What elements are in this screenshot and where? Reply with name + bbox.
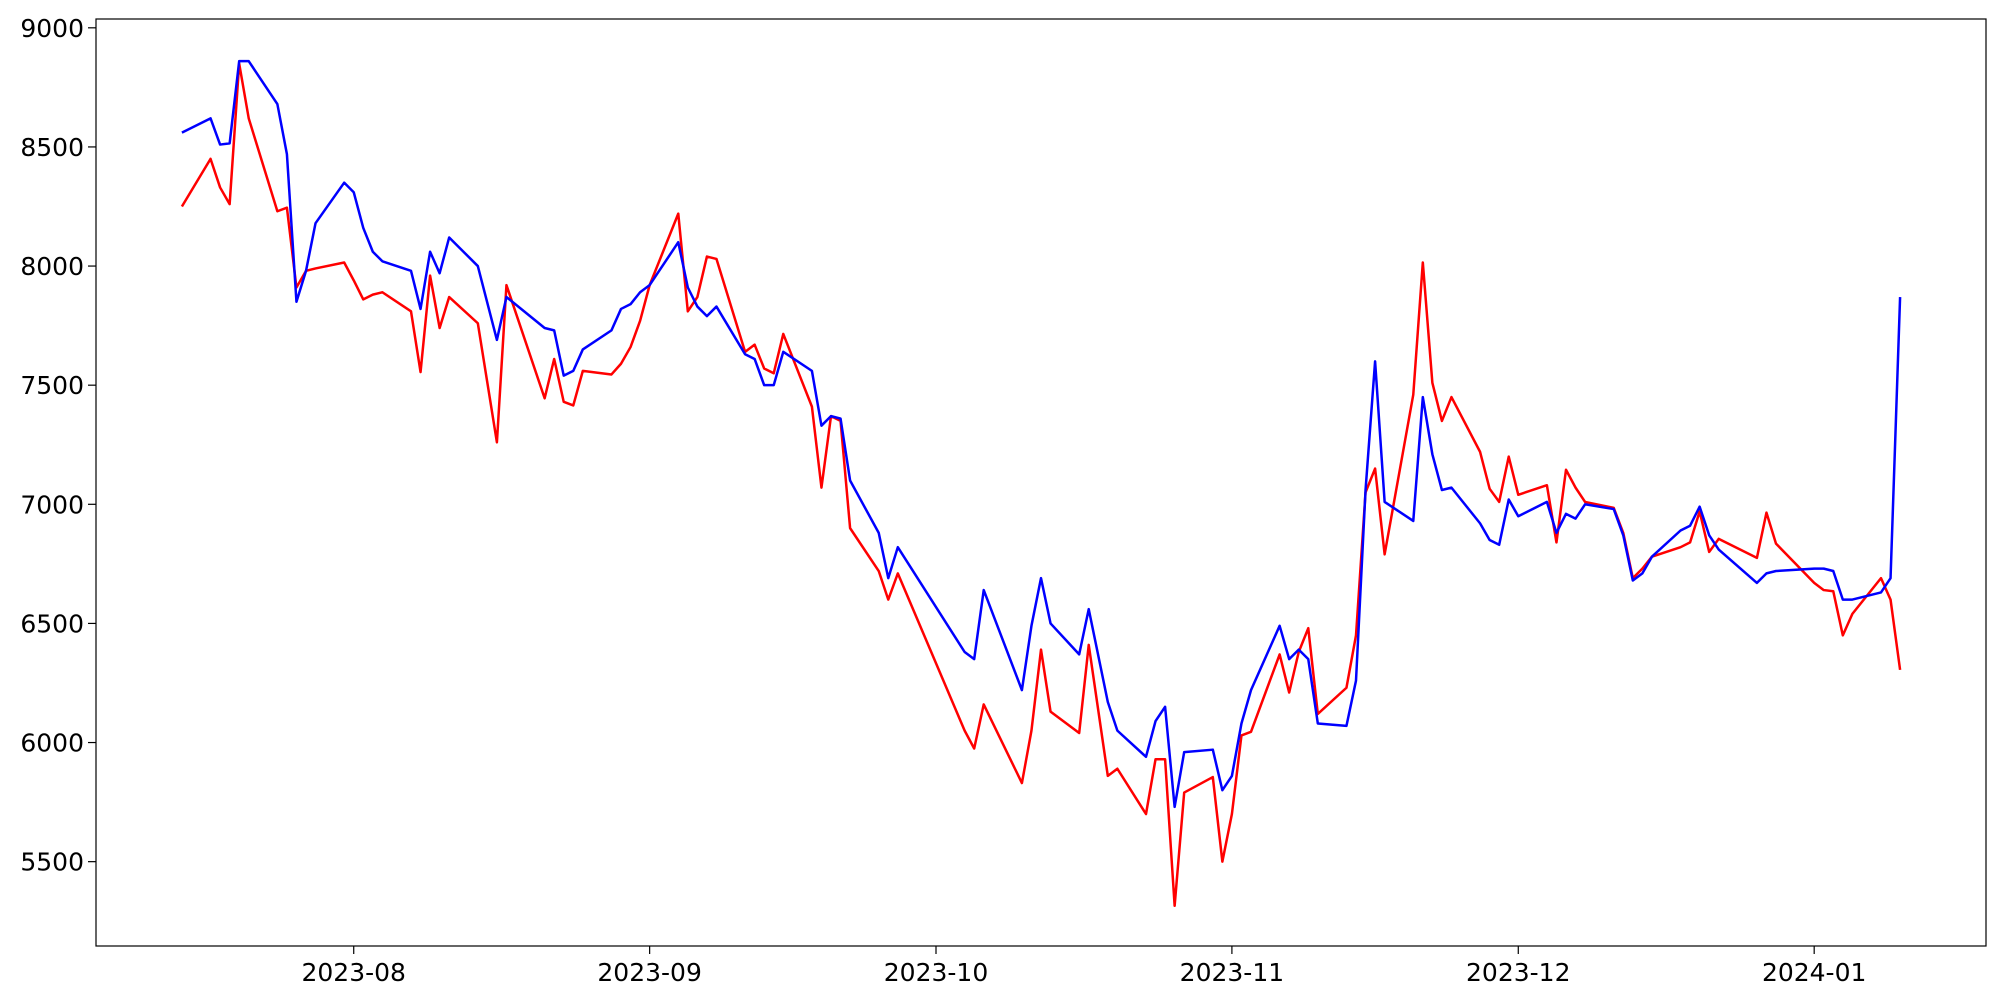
- line-series: [180, 62, 1902, 907]
- x-tick-label: 2023-09: [597, 958, 701, 987]
- plot-frame: [95, 18, 1987, 947]
- x-tick-label: 2023-08: [301, 958, 405, 987]
- x-tick-label: 2023-12: [1466, 958, 1570, 987]
- x-tick-label: 2023-10: [884, 958, 988, 987]
- x-tick-label: 2023-11: [1180, 958, 1284, 987]
- y-tick-label: 6500: [20, 609, 84, 638]
- y-tick-label: 7000: [20, 490, 84, 519]
- y-tick-label: 7500: [20, 371, 84, 400]
- y-tick-label: 8500: [20, 133, 84, 162]
- y-tick-label: 9000: [20, 14, 84, 43]
- y-tick-label: 8000: [20, 252, 84, 281]
- y-tick-label: 5500: [20, 848, 84, 877]
- line-series: [181, 59, 1902, 809]
- x-tick-label: 2024-01: [1762, 958, 1866, 987]
- y-tick-label: 6000: [20, 729, 84, 758]
